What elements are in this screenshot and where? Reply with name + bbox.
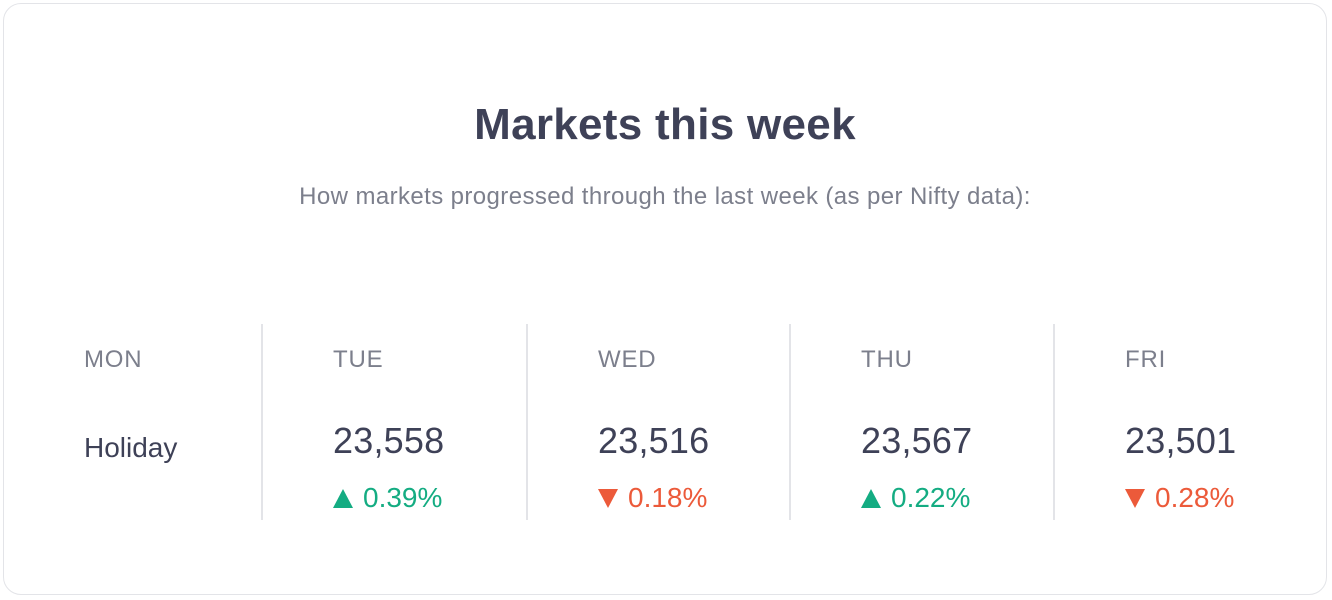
change-percent: 0.39% bbox=[363, 482, 443, 513]
days-row: MON Holiday TUE 23,558 0.39% WED 23,516 … bbox=[4, 324, 1326, 520]
column-divider bbox=[789, 324, 791, 520]
change-percent: 0.18% bbox=[628, 482, 708, 513]
day-label: TUE bbox=[333, 346, 384, 373]
markets-week-card: Markets this week How markets progressed… bbox=[3, 3, 1327, 595]
card-subtitle: How markets progressed through the last … bbox=[299, 183, 1031, 210]
change-indicator: 0.18% bbox=[598, 482, 707, 514]
triangle-down-icon bbox=[1125, 488, 1145, 508]
triangle-up-icon bbox=[861, 488, 881, 508]
card-title: Markets this week bbox=[474, 100, 856, 149]
change-indicator: 0.22% bbox=[861, 482, 970, 514]
index-value: 23,501 bbox=[1125, 420, 1237, 461]
day-label: THU bbox=[861, 346, 913, 373]
column-divider bbox=[1053, 324, 1055, 520]
index-value: 23,516 bbox=[598, 420, 710, 461]
holiday-text: Holiday bbox=[84, 432, 178, 463]
day-label: WED bbox=[598, 346, 657, 373]
triangle-down-icon bbox=[598, 488, 618, 508]
column-divider bbox=[261, 324, 263, 520]
column-divider bbox=[526, 324, 528, 520]
triangle-up-icon bbox=[333, 488, 353, 508]
change-percent: 0.28% bbox=[1155, 482, 1235, 513]
index-value: 23,567 bbox=[861, 420, 973, 461]
day-label: FRI bbox=[1125, 346, 1167, 373]
index-value: 23,558 bbox=[333, 420, 445, 461]
change-percent: 0.22% bbox=[891, 482, 971, 513]
day-label: MON bbox=[84, 346, 143, 373]
change-indicator: 0.39% bbox=[333, 482, 442, 514]
change-indicator: 0.28% bbox=[1125, 482, 1234, 514]
